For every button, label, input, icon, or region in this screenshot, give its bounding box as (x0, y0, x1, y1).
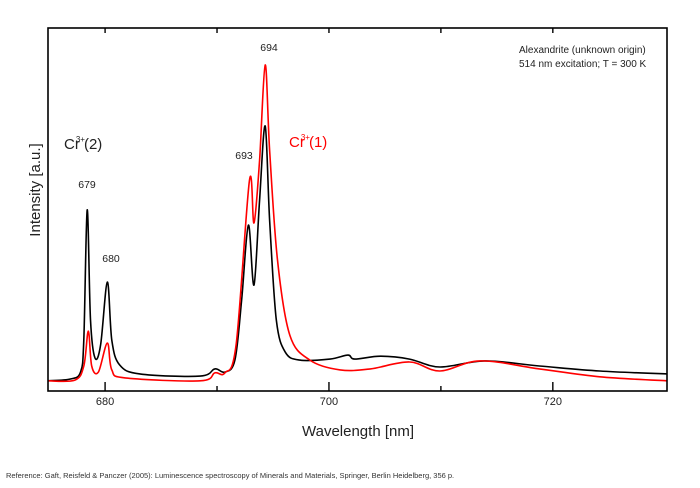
cr1-label-sup: 3+ (301, 133, 310, 142)
series-line-red (47, 64, 668, 383)
cr2-label: Cr3+(2) (64, 135, 102, 153)
x-axis-label: Wavelength [nm] (302, 423, 414, 440)
sample-name: Alexandrite (unknown origin) (519, 45, 646, 56)
peak-label-693: 693 (235, 150, 253, 162)
series-line-black (47, 125, 668, 382)
cr2-label-base: Cr (64, 136, 80, 153)
cr2-label-sup: 3+ (76, 135, 85, 144)
reference-citation: Reference: Gaft, Reisfeld & Panczer (200… (6, 471, 455, 480)
cr2-label-suffix: (2) (84, 136, 102, 153)
peak-label-679: 679 (78, 179, 96, 191)
ticks-layer (104, 28, 554, 391)
cr1-label-base: Cr (289, 134, 305, 151)
series-layer (47, 64, 668, 383)
peak-label-680: 680 (102, 253, 120, 265)
plot-frame (47, 27, 668, 392)
cr1-label: Cr3+(1) (289, 133, 327, 151)
peak-label-694: 694 (260, 42, 278, 54)
excitation-info: 514 nm excitation; T = 300 K (519, 59, 647, 70)
x-tick-label-700: 700 (320, 396, 338, 408)
y-axis-label: Intensity [a.u.] (27, 143, 44, 236)
cr1-label-suffix: (1) (309, 134, 327, 151)
x-tick-label-680: 680 (96, 396, 114, 408)
x-tick-label-720: 720 (544, 396, 562, 408)
